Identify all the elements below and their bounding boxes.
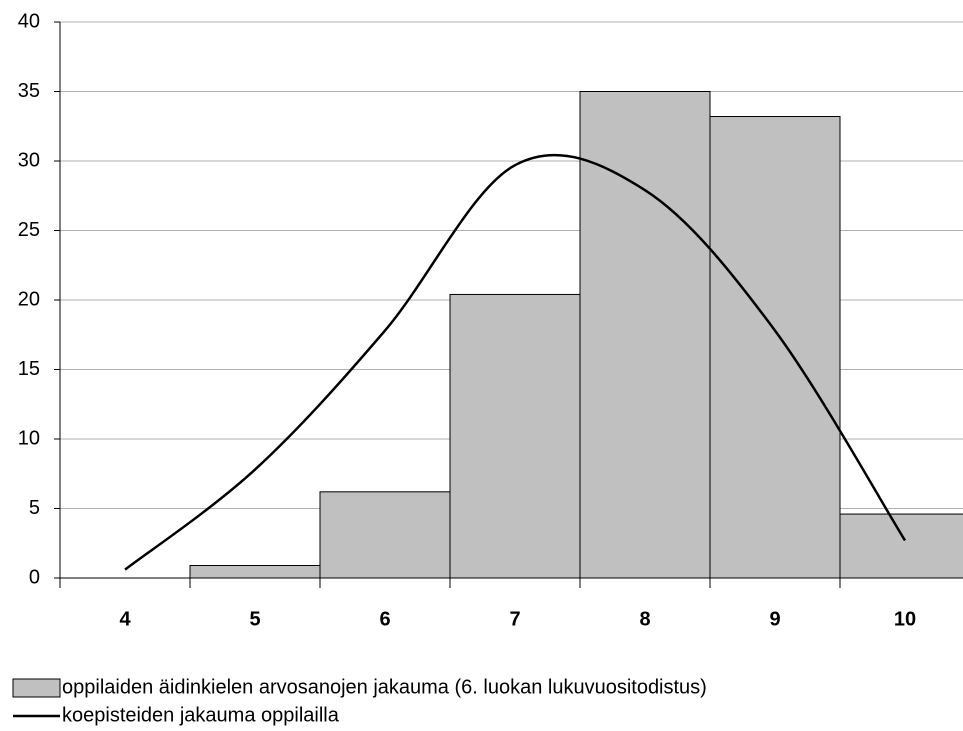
- legend-label: koepisteiden jakauma oppilailla: [62, 704, 340, 726]
- y-tick-label: 30: [18, 149, 40, 171]
- x-tick-label: 10: [894, 608, 916, 630]
- x-tick-label: 4: [119, 608, 131, 630]
- y-tick-label: 0: [29, 566, 40, 588]
- y-tick-label: 35: [18, 80, 40, 102]
- bar: [579, 91, 711, 579]
- line: [124, 153, 907, 571]
- x-tick-label: 8: [639, 608, 650, 630]
- y-tick-label: 20: [18, 288, 40, 310]
- x-tick-label: 6: [379, 608, 390, 630]
- legend-label: oppilaiden äidinkielen arvosanojen jakau…: [62, 676, 707, 698]
- y-tick-label: 40: [18, 10, 40, 32]
- x-tick-label: 9: [769, 608, 780, 630]
- legend-swatch: [12, 678, 61, 698]
- x-tick-label: 7: [509, 608, 520, 630]
- y-tick-label: 15: [18, 358, 40, 380]
- bar: [449, 293, 581, 579]
- bar: [709, 116, 841, 579]
- x-tick-label: 5: [249, 608, 260, 630]
- bar: [839, 513, 963, 579]
- y-tick-label: 5: [29, 497, 40, 519]
- bar: [189, 564, 321, 579]
- y-tick-label: 10: [18, 427, 40, 449]
- y-tick-label: 25: [18, 219, 40, 241]
- bar: [319, 491, 451, 579]
